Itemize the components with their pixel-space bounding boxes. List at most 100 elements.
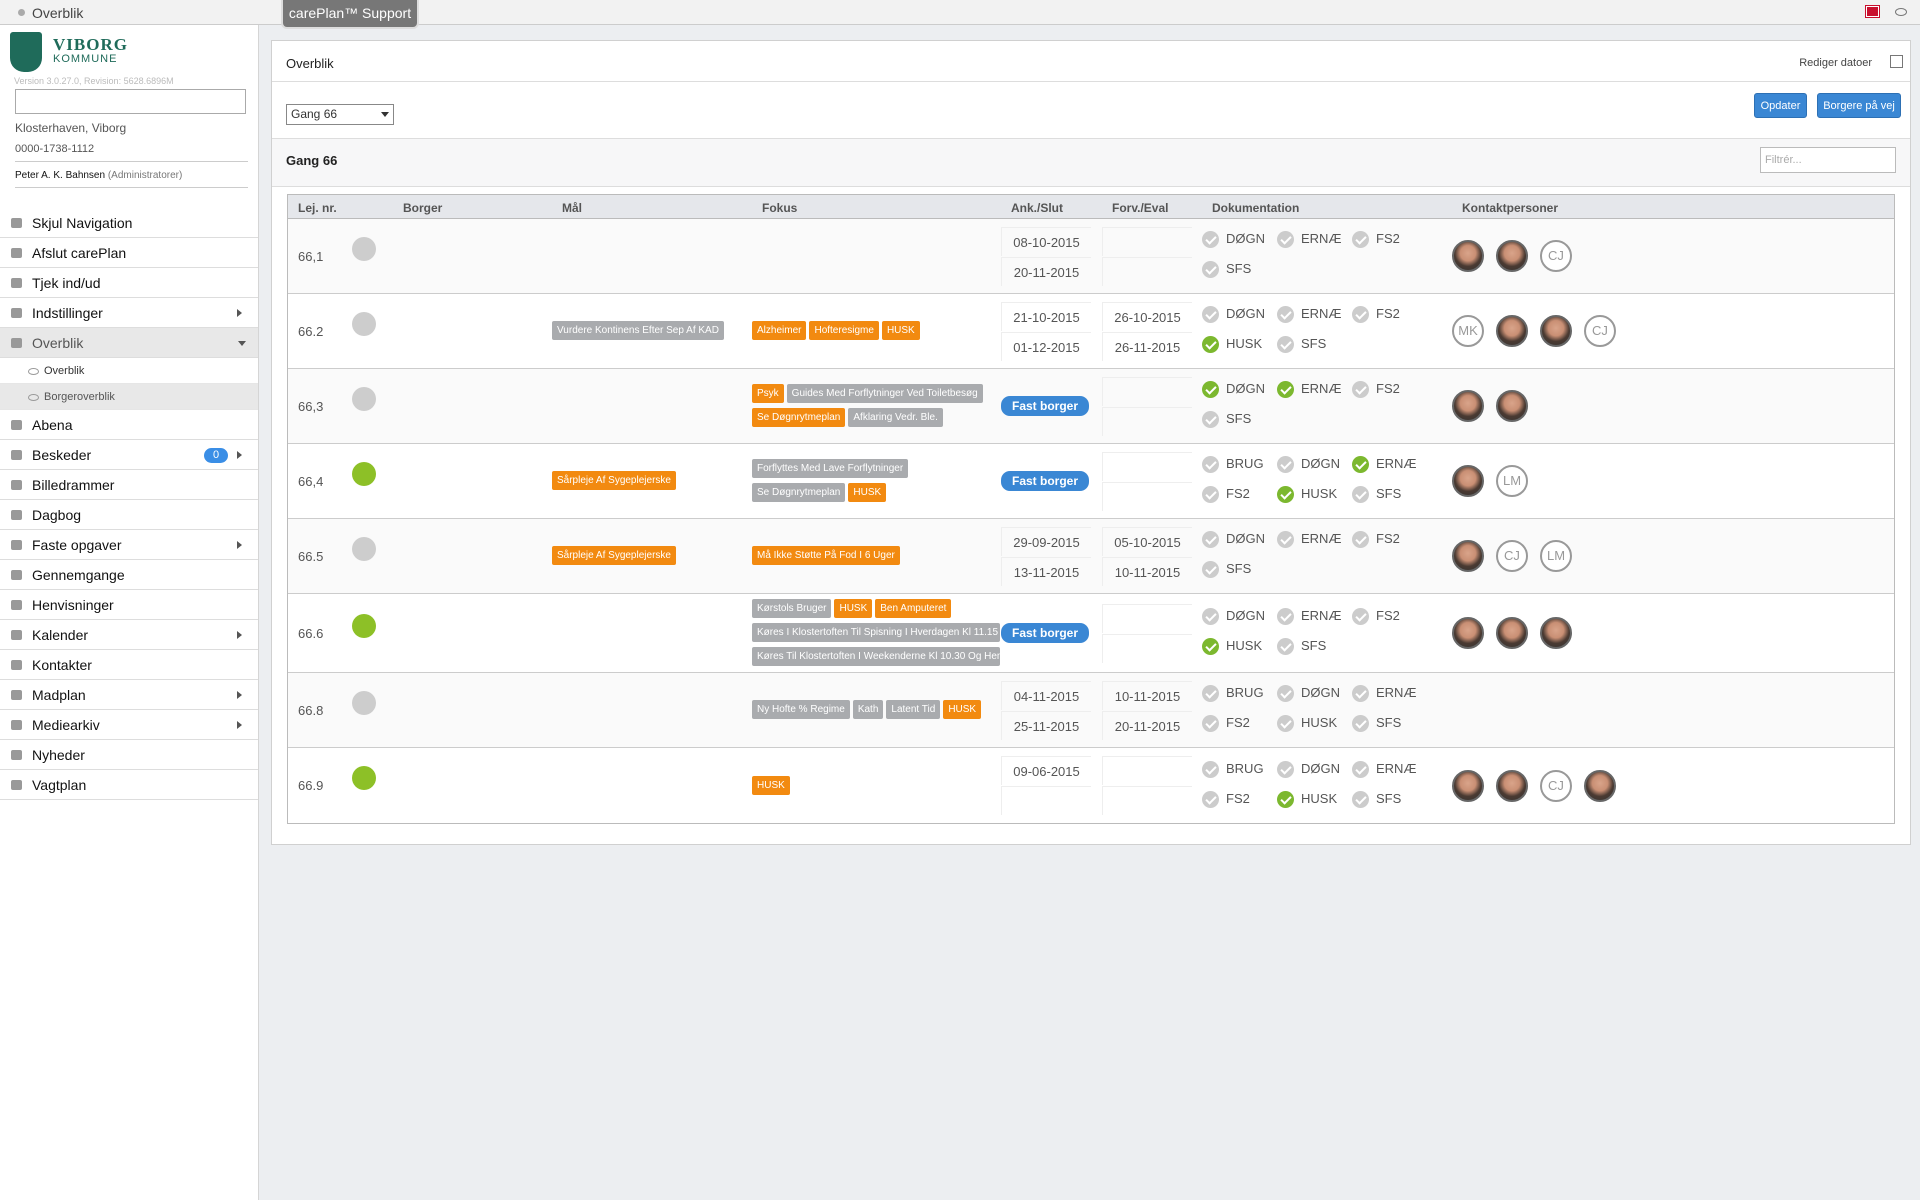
- nav-item[interactable]: Billedrammer: [0, 470, 258, 500]
- nav-subitem[interactable]: Borgeroverblik: [0, 384, 258, 410]
- doc-item[interactable]: HUSK: [1277, 790, 1337, 808]
- eye-icon[interactable]: [1895, 8, 1907, 16]
- contact-photo[interactable]: [1452, 617, 1484, 649]
- update-button[interactable]: Opdater: [1754, 93, 1807, 118]
- doc-item[interactable]: HUSK: [1277, 714, 1337, 732]
- doc-item[interactable]: FS2: [1202, 790, 1250, 808]
- doc-item[interactable]: FS2: [1202, 714, 1250, 732]
- nav-item[interactable]: Afslut carePlan: [0, 238, 258, 268]
- nav-item[interactable]: Vagtplan: [0, 770, 258, 800]
- doc-item[interactable]: SFS: [1352, 790, 1401, 808]
- contact-photo[interactable]: [1540, 617, 1572, 649]
- table-row[interactable]: 66.9 HUSK 09-06-2015 BRUG DØGN ERNÆ FS2 HUSK SFS…: [288, 748, 1894, 823]
- table-row[interactable]: 66.5 Sårpleje Af Sygeplejerske Må Ikke Stø…: [288, 519, 1894, 594]
- support-tab[interactable]: carePlan™ Support: [281, 0, 419, 29]
- doc-item[interactable]: DØGN: [1277, 455, 1340, 473]
- doc-item[interactable]: SFS: [1202, 260, 1251, 278]
- doc-item[interactable]: SFS: [1277, 335, 1326, 353]
- status-dot: [352, 766, 376, 790]
- doc-item[interactable]: ERNÆ: [1352, 684, 1416, 702]
- nav-subitem[interactable]: Overblik: [0, 358, 258, 384]
- nav-item[interactable]: Beskeder 0: [0, 440, 258, 470]
- contact-photo[interactable]: [1496, 617, 1528, 649]
- contact-photo[interactable]: [1496, 390, 1528, 422]
- nav-item[interactable]: Gennemgange: [0, 560, 258, 590]
- contact-initials[interactable]: CJ: [1540, 240, 1572, 272]
- doc-item[interactable]: BRUG: [1202, 760, 1264, 778]
- contact-photo[interactable]: [1452, 540, 1484, 572]
- doc-item[interactable]: HUSK: [1202, 335, 1262, 353]
- doc-item[interactable]: ERNÆ: [1277, 380, 1341, 398]
- table-row[interactable]: 66,4 Sårpleje Af Sygeplejerske Forflyttes …: [288, 444, 1894, 519]
- doc-item[interactable]: FS2: [1352, 607, 1400, 625]
- table-row[interactable]: 66,3 Psyk Guides Med Forflytninger Ved Toi…: [288, 369, 1894, 444]
- doc-item[interactable]: DØGN: [1202, 230, 1265, 248]
- contact-photo[interactable]: [1584, 769, 1616, 802]
- doc-item[interactable]: SFS: [1352, 714, 1401, 732]
- nav-item[interactable]: Overblik: [0, 328, 258, 358]
- doc-item[interactable]: SFS: [1277, 637, 1326, 655]
- nav-item[interactable]: Mediearkiv: [0, 710, 258, 740]
- contact-photo[interactable]: [1452, 240, 1484, 272]
- contact-initials[interactable]: LM: [1540, 540, 1572, 572]
- doc-item[interactable]: DØGN: [1202, 530, 1265, 548]
- doc-item[interactable]: FS2: [1352, 230, 1400, 248]
- doc-item[interactable]: SFS: [1202, 560, 1251, 578]
- doc-item[interactable]: ERNÆ: [1277, 607, 1341, 625]
- filter-input[interactable]: Filtrér...: [1760, 147, 1896, 173]
- table-row[interactable]: 66.6 Kørstols Bruger HUSK Ben AmputeretKøre…: [288, 594, 1894, 673]
- doc-item[interactable]: SFS: [1202, 410, 1251, 428]
- contact-initials[interactable]: CJ: [1540, 769, 1572, 802]
- contact-photo[interactable]: [1452, 769, 1484, 802]
- nav-item[interactable]: Skjul Navigation: [0, 208, 258, 238]
- nav-item[interactable]: Dagbog: [0, 500, 258, 530]
- doc-item[interactable]: DØGN: [1277, 684, 1340, 702]
- flag-icon[interactable]: [1865, 5, 1880, 18]
- search-input[interactable]: [15, 89, 246, 114]
- doc-item[interactable]: ERNÆ: [1352, 760, 1416, 778]
- doc-item[interactable]: ERNÆ: [1352, 455, 1416, 473]
- doc-item[interactable]: DØGN: [1202, 305, 1265, 323]
- nav-item[interactable]: Kalender: [0, 620, 258, 650]
- doc-item[interactable]: HUSK: [1277, 485, 1337, 503]
- doc-item[interactable]: DØGN: [1202, 607, 1265, 625]
- contact-photo[interactable]: [1496, 315, 1528, 347]
- nav-item[interactable]: Tjek ind/ud: [0, 268, 258, 298]
- contact-initials[interactable]: CJ: [1584, 315, 1616, 347]
- contact-photo[interactable]: [1452, 390, 1484, 422]
- doc-item[interactable]: SFS: [1352, 485, 1401, 503]
- doc-item[interactable]: FS2: [1352, 530, 1400, 548]
- incoming-button[interactable]: Borgere på vej: [1817, 93, 1901, 118]
- nav-item[interactable]: Kontakter: [0, 650, 258, 680]
- contact-photo[interactable]: [1452, 465, 1484, 497]
- doc-item[interactable]: BRUG: [1202, 684, 1264, 702]
- contact-initials[interactable]: CJ: [1496, 540, 1528, 572]
- doc-item[interactable]: DØGN: [1277, 760, 1340, 778]
- doc-item[interactable]: HUSK: [1202, 637, 1262, 655]
- nav-item[interactable]: Faste opgaver: [0, 530, 258, 560]
- doc-item[interactable]: DØGN: [1202, 380, 1265, 398]
- nav-item[interactable]: Henvisninger: [0, 590, 258, 620]
- contact-photo[interactable]: [1540, 315, 1572, 347]
- nav-item[interactable]: Nyheder: [0, 740, 258, 770]
- contact-photo[interactable]: [1496, 240, 1528, 272]
- table-row[interactable]: 66.2 Vurdere Kontinens Efter Sep Af KAD Al…: [288, 294, 1894, 369]
- doc-item[interactable]: ERNÆ: [1277, 230, 1341, 248]
- edit-dates-checkbox[interactable]: [1890, 55, 1903, 68]
- doc-item[interactable]: BRUG: [1202, 455, 1264, 473]
- nav-item[interactable]: Indstillinger: [0, 298, 258, 328]
- table-row[interactable]: 66.8 Ny Hofte % Regime Kath Latent Tid HUSK 0…: [288, 673, 1894, 748]
- nav-item[interactable]: Abena: [0, 410, 258, 440]
- nav-item[interactable]: Madplan: [0, 680, 258, 710]
- contact-photo[interactable]: [1496, 769, 1528, 802]
- table-row[interactable]: 66,1 08-10-2015 20-11-2015 DØGN ERNÆ FS2 SFS CJ: [288, 219, 1894, 294]
- status-dot: [352, 536, 376, 561]
- contact-initials[interactable]: LM: [1496, 465, 1528, 497]
- contact-initials[interactable]: MK: [1452, 315, 1484, 347]
- doc-item[interactable]: FS2: [1352, 380, 1400, 398]
- doc-item[interactable]: FS2: [1202, 485, 1250, 503]
- doc-item[interactable]: ERNÆ: [1277, 305, 1341, 323]
- ward-select[interactable]: Gang 66: [286, 104, 394, 125]
- doc-item[interactable]: ERNÆ: [1277, 530, 1341, 548]
- doc-item[interactable]: FS2: [1352, 305, 1400, 323]
